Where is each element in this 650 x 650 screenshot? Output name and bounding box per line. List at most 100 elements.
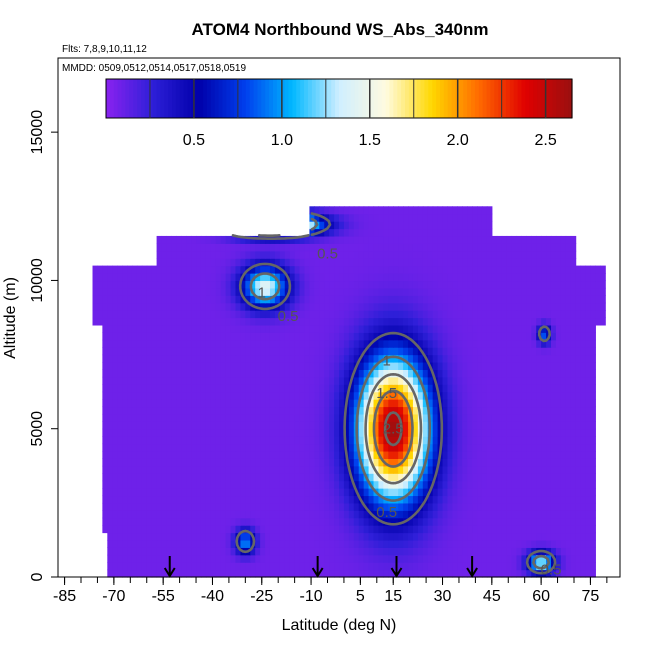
heatmap-cell [210, 421, 217, 430]
heatmap-cell [265, 473, 271, 482]
heatmap-cell [467, 258, 473, 267]
heatmap-cell [136, 339, 143, 348]
heatmap-cell [294, 347, 301, 356]
heatmap-cell [373, 302, 380, 311]
heatmap-cell [215, 436, 222, 445]
heatmap-cell [560, 495, 567, 504]
heatmap-cell [408, 502, 414, 511]
heatmap-cell [457, 413, 463, 422]
heatmap-cell [102, 317, 108, 326]
heatmap-cell [477, 458, 483, 467]
heatmap-cell [348, 295, 355, 304]
heatmap-cell [590, 547, 596, 556]
heatmap-cell [363, 310, 370, 319]
heatmap-cell [235, 361, 241, 370]
contour-label: 0.5 [317, 246, 338, 263]
heatmap-cell [358, 273, 365, 282]
heatmap-cell [309, 436, 315, 445]
heatmap-cell [235, 250, 241, 259]
heatmap-cell [378, 369, 384, 378]
heatmap-cell [284, 384, 291, 393]
heatmap-cell [141, 273, 148, 282]
heatmap-cell [398, 295, 404, 304]
heatmap-cell [363, 562, 370, 571]
heatmap-cell [546, 569, 552, 578]
heatmap-cell [462, 243, 468, 252]
heatmap-cell [274, 295, 281, 304]
heatmap-cell [462, 332, 468, 341]
heatmap-cell [343, 562, 350, 571]
heatmap-cell [171, 235, 177, 244]
heatmap-cell [442, 480, 449, 489]
heatmap-cell [304, 265, 311, 274]
heatmap-cell [186, 406, 192, 415]
heatmap-cell [235, 235, 241, 244]
heatmap-cell [472, 302, 478, 311]
heatmap-cell [131, 273, 138, 282]
heatmap-cell [595, 295, 601, 304]
heatmap-cell [250, 376, 256, 385]
heatmap-cell [156, 265, 163, 274]
heatmap-cell [555, 510, 562, 519]
heatmap-cell [521, 243, 527, 252]
heatmap-cell [181, 495, 187, 504]
heatmap-cell [580, 495, 587, 504]
colorbar-segment [230, 79, 235, 118]
heatmap-cell [491, 302, 498, 311]
heatmap-cell [437, 391, 444, 400]
heatmap-cell [92, 317, 99, 326]
heatmap-cell [496, 525, 503, 534]
heatmap-cell [486, 502, 493, 511]
heatmap-cell [348, 339, 355, 348]
heatmap-cell [314, 399, 320, 408]
heatmap-cell [496, 413, 503, 422]
heatmap-cell [339, 235, 345, 244]
heatmap-cell [304, 347, 311, 356]
heatmap-cell [368, 532, 375, 541]
heatmap-cell [511, 369, 518, 378]
heatmap-cell [343, 376, 350, 385]
heatmap-cell [151, 562, 158, 571]
heatmap-cell [319, 458, 325, 467]
heatmap-cell [215, 280, 222, 289]
heatmap-cell [388, 480, 394, 489]
heatmap-cell [339, 354, 345, 363]
heatmap-cell [151, 265, 158, 274]
heatmap-cell [122, 310, 128, 319]
heatmap-cell [250, 569, 256, 578]
heatmap-cell [299, 428, 306, 437]
heatmap-cell [314, 488, 320, 497]
heatmap-cell [151, 569, 158, 578]
heatmap-cell [299, 436, 306, 445]
heatmap-cell [442, 399, 449, 408]
heatmap-cell [176, 287, 182, 296]
heatmap-cell [324, 569, 330, 578]
heatmap-cell [289, 258, 296, 267]
heatmap-cell [294, 391, 301, 400]
heatmap-cell [570, 280, 577, 289]
heatmap-cell [472, 488, 478, 497]
heatmap-cell [265, 450, 271, 459]
heatmap-cell [467, 287, 473, 296]
heatmap-cell [225, 436, 232, 445]
heatmap-cell [339, 525, 345, 534]
heatmap-cell [398, 361, 404, 370]
heatmap-cell [131, 547, 138, 556]
heatmap-cell [181, 384, 187, 393]
heatmap-cell [279, 465, 286, 474]
heatmap-cell [314, 376, 320, 385]
heatmap-cell [432, 287, 439, 296]
heatmap-cell [555, 324, 562, 333]
heatmap-cell [398, 324, 404, 333]
heatmap-cell [546, 450, 552, 459]
heatmap-cell [343, 221, 350, 230]
heatmap-cell [141, 428, 148, 437]
heatmap-cell [210, 317, 217, 326]
heatmap-cell [299, 480, 306, 489]
heatmap-cell [447, 317, 453, 326]
heatmap-cell [245, 562, 251, 571]
heatmap-cell [117, 569, 123, 578]
heatmap-cell [215, 324, 222, 333]
heatmap-cell [161, 317, 168, 326]
heatmap-cell [348, 391, 355, 400]
